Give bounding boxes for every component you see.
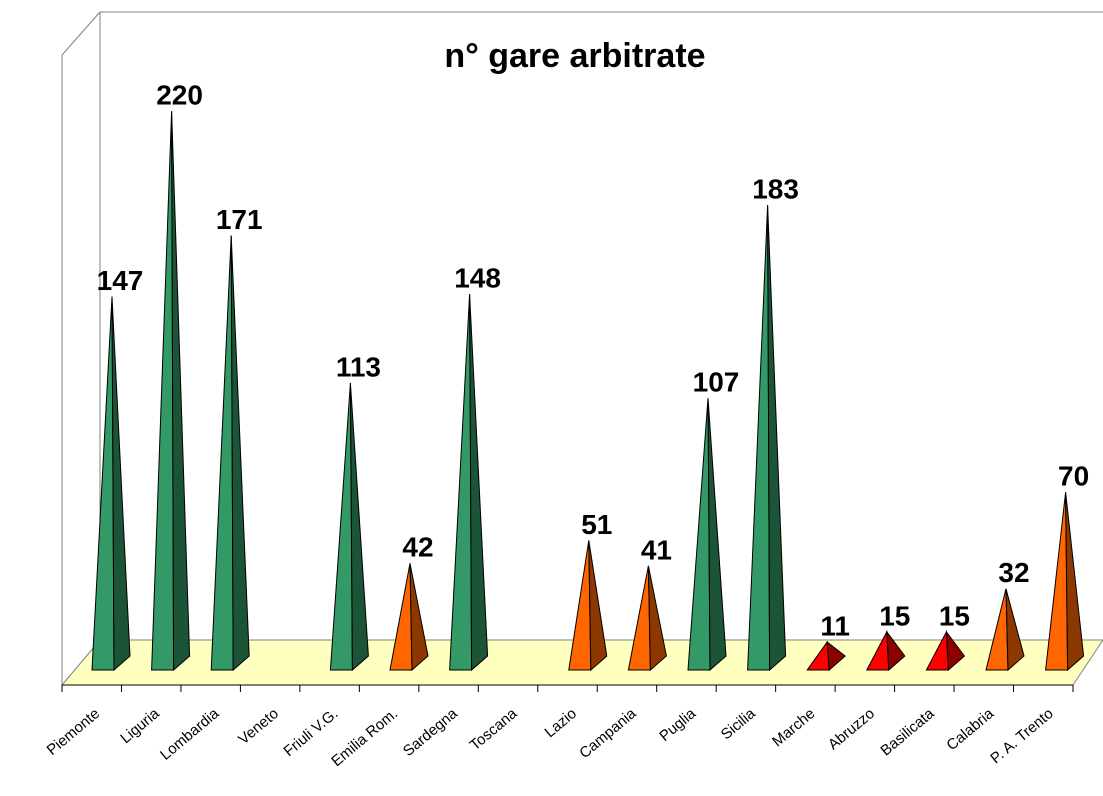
pyramid-front-face (568, 540, 592, 671)
value-label: 15 (939, 600, 970, 631)
pyramid-front-face (151, 111, 175, 671)
pyramid (865, 630, 906, 672)
value-label: 70 (1058, 461, 1089, 492)
pyramid (985, 588, 1025, 672)
x-tick-label: Lazio (542, 705, 580, 741)
x-tick-label: Liguria (117, 705, 163, 747)
x-tick-label: Basilicata (877, 705, 938, 760)
pyramid-front-face (1045, 492, 1069, 671)
pyramid-side-face (230, 235, 250, 672)
value-label: 51 (581, 509, 612, 540)
value-label: 148 (454, 262, 501, 293)
value-label: 41 (641, 534, 672, 565)
pyramid (449, 294, 489, 672)
x-tick-label: Calabria (943, 705, 997, 754)
chart-title: n° gare arbitrate (444, 37, 705, 75)
pyramid (627, 565, 667, 672)
pyramid-front-face (449, 294, 473, 671)
pyramid-front-face (985, 588, 1009, 671)
pyramid-side-face (111, 296, 131, 672)
pyramid-front-face (329, 382, 353, 671)
wall-top-edge (61, 11, 101, 56)
pyramid-front-face (687, 398, 711, 671)
pyramid-side-face (349, 382, 369, 672)
pyramid-front-face (627, 565, 651, 671)
pyramid-side-face (647, 565, 667, 672)
x-tick-label: Marche (769, 705, 818, 750)
value-label: 147 (97, 265, 144, 296)
value-label: 220 (156, 80, 203, 111)
pyramid (747, 205, 787, 672)
pyramid-side-face (707, 398, 727, 672)
value-label: 183 (752, 174, 799, 205)
pyramid (91, 296, 131, 672)
pyramid-side-face (826, 640, 846, 672)
x-tick-label: Campania (576, 705, 640, 762)
value-label: 42 (402, 532, 433, 563)
value-label: 32 (998, 557, 1029, 588)
x-tick-label: Piemonte (44, 705, 103, 759)
pyramid-front-face (91, 296, 115, 671)
pyramid-front-face (210, 235, 234, 671)
pyramid-side-face (1065, 492, 1085, 672)
pyramid-side-face (171, 111, 191, 672)
value-label: 11 (820, 610, 850, 641)
pyramid-front-face (747, 205, 771, 671)
pyramid (389, 563, 429, 672)
x-tick-label: Emilia Rom. (328, 705, 401, 770)
pyramid (568, 540, 608, 672)
x-tick-label: Veneto (235, 705, 282, 748)
pyramid-side-face (1005, 588, 1025, 672)
value-label: 171 (216, 204, 263, 235)
x-tick-label: Lombardia (157, 705, 223, 764)
pyramid (151, 111, 191, 672)
pyramid-side-face (945, 630, 966, 672)
value-label: 107 (693, 367, 740, 398)
pyramid (925, 630, 966, 672)
pyramid (806, 640, 846, 672)
pyramid (329, 382, 369, 672)
x-tick-label: Puglia (656, 705, 699, 745)
x-tick-label: Abruzzo (825, 705, 878, 753)
pyramid-side-face (767, 205, 787, 672)
pyramid (210, 235, 250, 672)
x-tick-label: P. A. Trento (987, 705, 1056, 767)
pyramid-front-face (389, 563, 413, 671)
value-label: 113 (336, 351, 381, 382)
pyramid-side-face (469, 294, 489, 672)
pyramid (1045, 492, 1085, 672)
x-tick-label: Friuli V.G. (281, 705, 342, 760)
x-tick-label: Toscana (467, 705, 521, 754)
pyramid (687, 398, 727, 672)
pyramid-side-face (409, 563, 429, 672)
x-tick-label: Sicilia (718, 705, 759, 744)
pyramid-side-face (886, 630, 906, 672)
x-tick-label: Sardegna (400, 705, 461, 760)
pyramid-side-face (588, 540, 608, 672)
value-label: 15 (879, 600, 910, 631)
